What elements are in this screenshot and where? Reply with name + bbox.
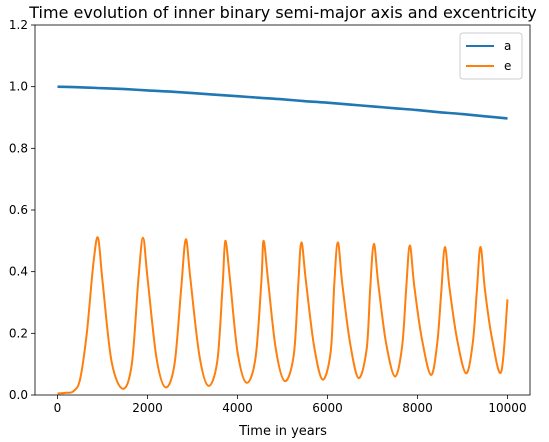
y-tick-label: 0.6: [9, 203, 28, 217]
y-tick-label: 0.0: [9, 388, 28, 402]
plot-frame: [34, 24, 531, 396]
x-axis-label: Time in years: [238, 424, 327, 439]
x-tick-label: 2000: [132, 401, 163, 415]
legend-box: [459, 32, 523, 80]
x-tick-label: 4000: [222, 401, 253, 415]
chart-title: Time evolution of inner binary semi-majo…: [28, 3, 537, 22]
y-tick-label: 1.2: [9, 18, 28, 32]
x-tick-label: 0: [54, 401, 62, 415]
y-tick-label: 0.8: [9, 141, 28, 155]
axes-layer: 0 2000 4000 6000 8000 10000 0.0 0.2 0.4 0.6 0.8 1.0…: [9, 18, 527, 415]
y-tick-label: 0.2: [9, 326, 28, 340]
series-line-e: [57, 236, 509, 395]
x-tick-label: 6000: [312, 401, 343, 415]
series-layer: [57, 85, 509, 395]
x-tick-label: 10000: [488, 401, 526, 415]
series-line-a: [57, 85, 508, 120]
x-tick-label: 8000: [402, 401, 433, 415]
legend-label-a: a: [504, 39, 511, 53]
plot-area: [34, 24, 531, 396]
y-tick-label: 0.4: [9, 265, 28, 279]
y-tick-label: 1.0: [9, 80, 28, 94]
legend-label-e: e: [504, 59, 511, 73]
legend: ae: [459, 32, 523, 80]
